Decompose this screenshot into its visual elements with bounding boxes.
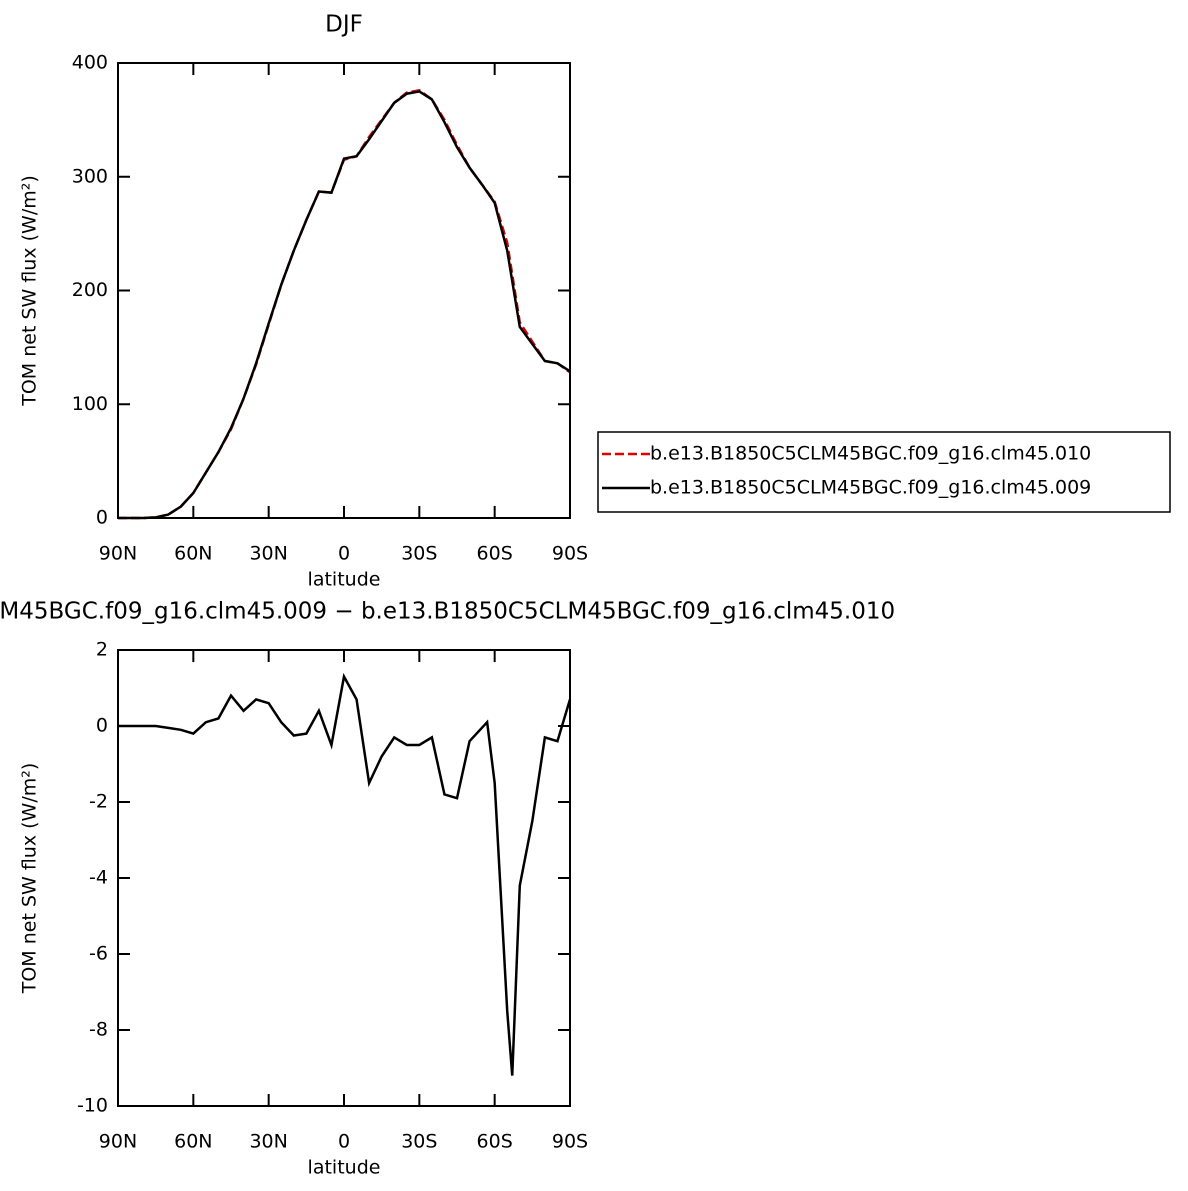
y-tick-label: 2 xyxy=(96,639,108,661)
y-tick-label: 100 xyxy=(72,393,108,415)
y-tick-label: -8 xyxy=(89,1019,108,1041)
x-tick-label: 0 xyxy=(338,543,350,565)
x-tick-label: 60N xyxy=(174,1131,212,1153)
y-tick-label: -2 xyxy=(89,791,108,813)
x-axis-label: latitude xyxy=(308,569,381,591)
y-tick-label: 400 xyxy=(72,52,108,74)
x-axis-label: latitude xyxy=(308,1157,381,1179)
x-tick-label: 30N xyxy=(249,1131,287,1153)
y-axis-label: TOM net SW flux (W/m²) xyxy=(19,175,41,407)
x-tick-label: 60S xyxy=(477,1131,513,1153)
x-tick-label: 0 xyxy=(338,1131,350,1153)
data-line xyxy=(118,672,572,1076)
legend-label: b.e13.B1850C5CLM45BGC.f09_g16.clm45.010 xyxy=(650,443,1091,465)
plot-frame xyxy=(117,62,571,519)
y-tick-label: -10 xyxy=(77,1095,108,1117)
y-tick-label: 0 xyxy=(96,715,108,737)
plot-frame xyxy=(117,649,571,1107)
x-tick-label: 60S xyxy=(477,543,513,565)
y-tick-label: -6 xyxy=(89,943,108,965)
x-tick-label: 30N xyxy=(249,543,287,565)
data-line xyxy=(118,88,571,520)
x-tick-label: 30S xyxy=(401,1131,437,1153)
legend-box xyxy=(597,431,1171,513)
y-tick-label: 0 xyxy=(96,507,108,529)
legend-label: b.e13.B1850C5CLM45BGC.f09_g16.clm45.009 xyxy=(650,477,1091,499)
chart-title: b.e13.B1850C5CLM45BGC.f09_g16.clm45.009 … xyxy=(0,599,895,625)
x-tick-label: 60N xyxy=(174,543,212,565)
x-tick-label: 90N xyxy=(99,1131,137,1153)
y-tick-label: -4 xyxy=(89,867,108,889)
x-tick-label: 90N xyxy=(99,543,137,565)
x-tick-label: 90S xyxy=(552,543,588,565)
chart-title: DJF xyxy=(325,12,363,38)
y-axis-label: TOM net SW flux (W/m²) xyxy=(19,763,41,995)
y-tick-label: 200 xyxy=(72,279,108,301)
data-line xyxy=(118,90,571,520)
x-tick-label: 30S xyxy=(401,543,437,565)
x-tick-label: 90S xyxy=(552,1131,588,1153)
y-tick-label: 300 xyxy=(72,165,108,187)
